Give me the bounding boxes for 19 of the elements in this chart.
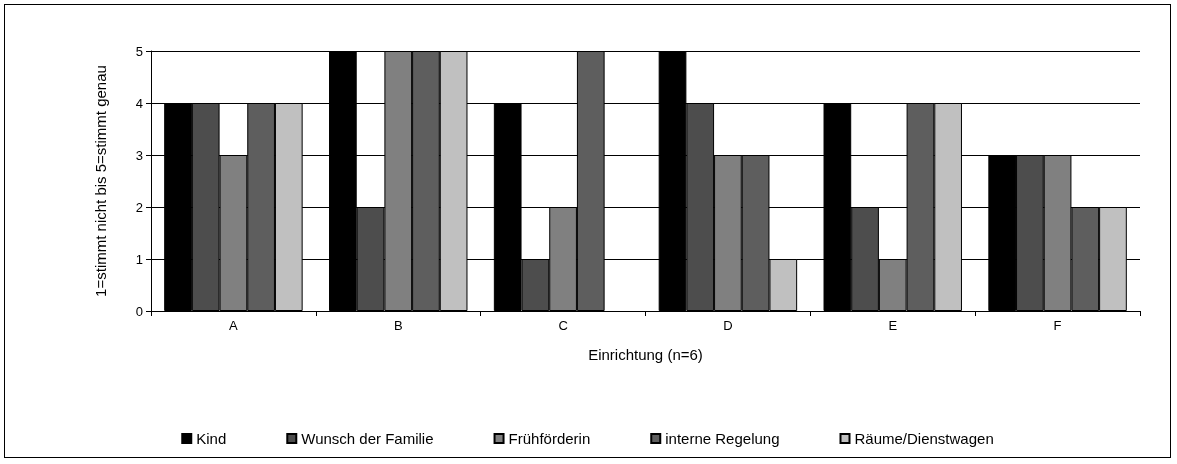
y-tick-label: 0: [135, 303, 143, 319]
y-axis-title: 1=stimmt nicht bis 5=stimmt genau: [91, 65, 109, 297]
x-tick-label: A: [229, 318, 239, 333]
y-tick-label: 1: [135, 251, 143, 267]
y-tick-label: 4: [135, 95, 143, 111]
x-tick-label: C: [558, 318, 568, 333]
y-tick-label: 2: [135, 199, 143, 215]
legend-label: interne Regelung: [665, 430, 780, 447]
y-tick-label: 3: [135, 147, 143, 163]
y-tick-label: 5: [135, 43, 143, 59]
x-tick-label: B: [393, 318, 403, 333]
x-tick-label: E: [888, 318, 898, 333]
x-axis-title: Einrichtung (n=6): [588, 346, 703, 363]
x-tick-label: F: [1053, 318, 1062, 333]
legend-label: Kind: [196, 430, 227, 447]
x-tick-label: D: [723, 318, 733, 333]
legend-label: Wunsch der Familie: [301, 430, 434, 447]
legend-label: Räume/Dienstwagen: [854, 430, 994, 447]
legend-label: Frühförderin: [508, 430, 591, 447]
